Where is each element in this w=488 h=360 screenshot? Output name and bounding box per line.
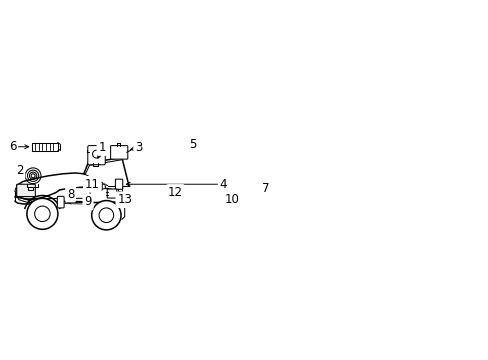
Text: 1: 1 xyxy=(98,141,106,154)
Text: 6: 6 xyxy=(9,140,16,153)
Circle shape xyxy=(27,198,58,229)
FancyBboxPatch shape xyxy=(72,188,90,198)
Text: 7: 7 xyxy=(262,182,269,195)
Text: 10: 10 xyxy=(224,193,239,206)
Text: 3: 3 xyxy=(135,141,142,154)
Circle shape xyxy=(208,194,218,204)
FancyBboxPatch shape xyxy=(17,184,35,197)
Text: 13: 13 xyxy=(117,193,132,206)
Polygon shape xyxy=(243,176,260,190)
FancyBboxPatch shape xyxy=(110,145,127,159)
Text: 5: 5 xyxy=(188,138,196,151)
Text: 12: 12 xyxy=(167,186,183,199)
FancyBboxPatch shape xyxy=(219,178,226,188)
Text: 2: 2 xyxy=(16,165,23,177)
Bar xyxy=(32,143,58,151)
Text: 11: 11 xyxy=(84,178,100,191)
Text: 9: 9 xyxy=(84,195,92,208)
FancyBboxPatch shape xyxy=(115,179,122,189)
Polygon shape xyxy=(102,184,105,189)
FancyBboxPatch shape xyxy=(140,189,149,196)
Polygon shape xyxy=(171,147,187,153)
Circle shape xyxy=(92,201,121,230)
Bar xyxy=(28,187,33,190)
Polygon shape xyxy=(248,175,265,189)
FancyBboxPatch shape xyxy=(107,189,117,198)
Text: 8: 8 xyxy=(67,188,74,201)
FancyBboxPatch shape xyxy=(57,196,64,208)
FancyBboxPatch shape xyxy=(91,182,102,190)
Text: 4: 4 xyxy=(219,178,226,191)
Polygon shape xyxy=(179,153,192,156)
FancyBboxPatch shape xyxy=(88,145,105,165)
